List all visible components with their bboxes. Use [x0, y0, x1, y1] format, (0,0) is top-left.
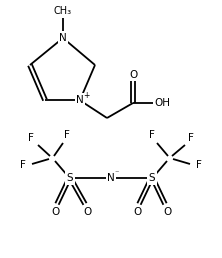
- Text: N: N: [107, 173, 115, 183]
- Text: F: F: [188, 133, 194, 143]
- Text: OH: OH: [154, 98, 170, 108]
- Text: F: F: [64, 130, 70, 140]
- Text: O: O: [129, 70, 137, 80]
- Text: F: F: [20, 160, 26, 170]
- Text: F: F: [196, 160, 202, 170]
- Text: F: F: [28, 133, 34, 143]
- Text: N: N: [59, 33, 67, 43]
- Text: O: O: [51, 207, 59, 217]
- Text: +: +: [83, 91, 89, 100]
- Text: S: S: [67, 173, 73, 183]
- Text: ⁻: ⁻: [115, 168, 119, 178]
- Text: CH₃: CH₃: [54, 6, 72, 16]
- Text: O: O: [83, 207, 91, 217]
- Text: O: O: [133, 207, 141, 217]
- Text: S: S: [149, 173, 155, 183]
- Text: F: F: [149, 130, 155, 140]
- Text: N: N: [76, 95, 84, 105]
- Text: O: O: [163, 207, 171, 217]
